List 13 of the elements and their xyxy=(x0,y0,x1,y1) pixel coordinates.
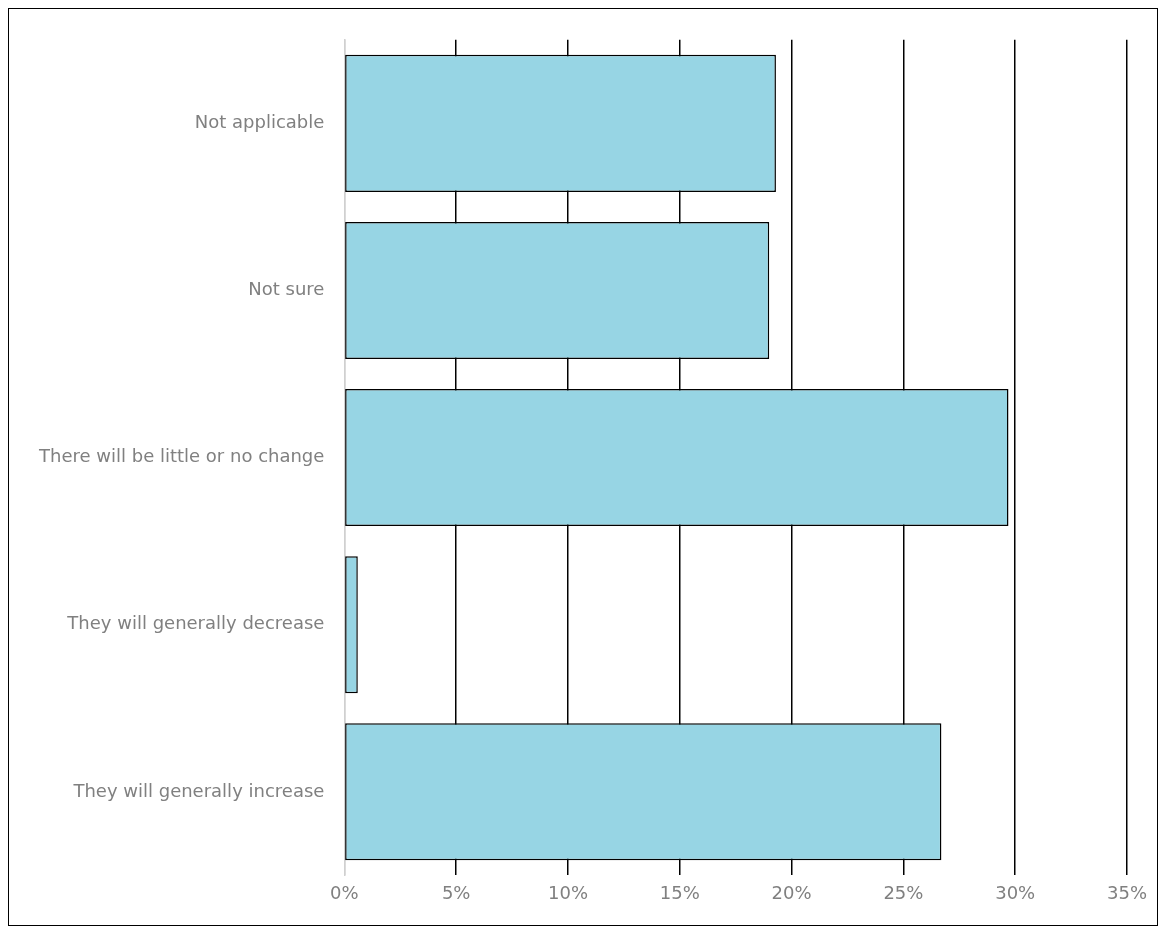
x-tick-label: 25% xyxy=(883,881,924,903)
y-tick-label: They will generally decrease xyxy=(66,612,325,634)
x-tick-label: 35% xyxy=(1106,881,1147,903)
y-tick-label: Not sure xyxy=(248,278,325,300)
x-tick-label: 10% xyxy=(547,881,588,903)
x-tick-label: 20% xyxy=(771,881,812,903)
y-tick-label: They will generally increase xyxy=(72,779,325,801)
x-tick-label: 15% xyxy=(659,881,700,903)
x-tick-label: 5% xyxy=(441,881,471,903)
x-tick-label: 30% xyxy=(995,881,1036,903)
y-tick-label: Not applicable xyxy=(194,111,325,133)
x-tick-label: 0% xyxy=(330,881,359,903)
y-tick-label: There will be little or no change xyxy=(37,445,325,467)
